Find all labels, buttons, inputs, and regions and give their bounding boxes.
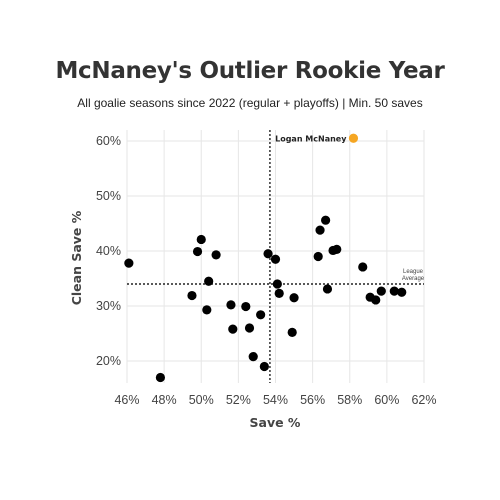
data-point <box>226 300 236 310</box>
data-point <box>376 286 386 296</box>
data-point <box>287 327 297 337</box>
highlight-point <box>348 133 359 143</box>
data-point <box>315 225 325 235</box>
x-tick-label: 48% <box>152 393 177 407</box>
data-point <box>248 352 258 362</box>
data-point <box>321 215 331 225</box>
data-point <box>358 262 368 272</box>
chart-title: McNaney's Outlier Rookie Year <box>55 58 445 84</box>
x-axis-title: Save % <box>250 415 301 430</box>
y-tick-label: 30% <box>96 299 121 313</box>
x-tick-label: 60% <box>374 393 399 407</box>
data-point <box>211 250 221 260</box>
y-tick-label: 40% <box>96 244 121 258</box>
data-point <box>397 287 407 297</box>
data-point <box>241 301 251 312</box>
data-point <box>259 361 269 372</box>
data-point <box>196 234 206 245</box>
x-tick-label: 50% <box>189 393 214 407</box>
data-point <box>187 290 197 301</box>
data-point <box>124 258 134 268</box>
data-point <box>389 286 399 296</box>
league-average-label: Average <box>402 276 425 282</box>
data-point <box>202 305 212 315</box>
y-axis-title: Clean Save % <box>69 210 84 305</box>
data-point <box>272 279 282 289</box>
data-point <box>270 254 281 264</box>
league-average-label: League <box>403 269 424 275</box>
data-point <box>289 293 299 303</box>
data-point <box>313 251 323 262</box>
data-point <box>192 246 203 257</box>
highlight-label: Logan McNaney <box>275 134 347 143</box>
data-point <box>204 276 214 286</box>
data-points: Logan McNaney <box>124 133 407 383</box>
x-tick-label: 52% <box>226 393 251 407</box>
x-tick-label: 54% <box>263 393 288 407</box>
data-point <box>256 310 266 320</box>
x-tick-label: 46% <box>114 393 139 407</box>
y-tick-label: 50% <box>96 189 121 203</box>
data-point <box>244 323 255 333</box>
data-point <box>155 372 166 383</box>
x-tick-label: 58% <box>337 393 362 407</box>
data-point <box>322 284 333 294</box>
y-tick-label: 60% <box>96 134 121 148</box>
data-point <box>263 249 273 259</box>
x-tick-label: 62% <box>411 393 436 407</box>
grid <box>126 130 425 383</box>
data-point <box>228 324 238 334</box>
y-tick-label: 20% <box>96 354 121 368</box>
chart-subtitle: All goalie seasons since 2022 (regular +… <box>77 96 423 110</box>
data-point <box>274 288 284 298</box>
data-point <box>371 295 381 305</box>
data-point <box>332 244 342 254</box>
x-tick-label: 56% <box>300 393 325 407</box>
tick-labels: 46% 48% 50% 52% 54% 56% 58% 60% 62% 20% 30% 40% 50% 6… <box>96 134 437 407</box>
